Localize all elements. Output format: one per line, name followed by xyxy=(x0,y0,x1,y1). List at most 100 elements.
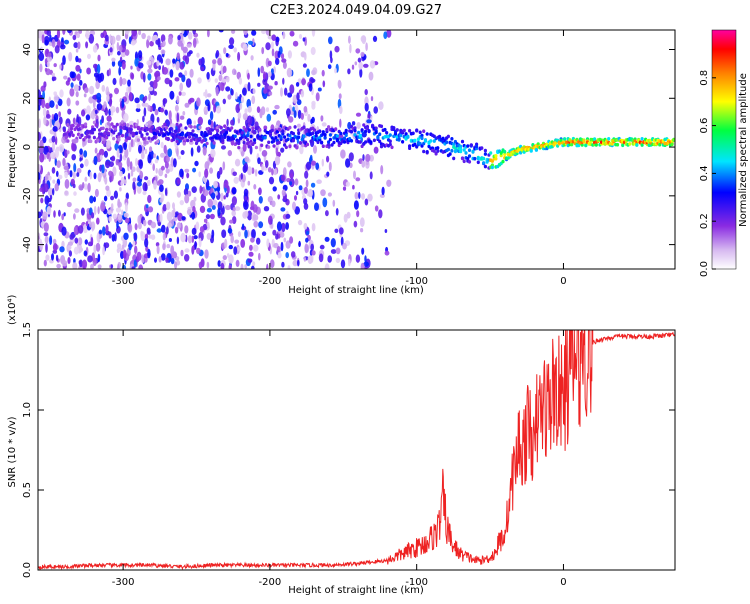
colorbar-tick-label: 0.8 xyxy=(699,70,710,86)
spectrogram-noise-cell xyxy=(164,77,171,85)
spectrogram-noise-cell xyxy=(224,238,228,249)
spectrogram-noise-cell xyxy=(75,48,79,53)
spectrogram-noise-cell xyxy=(81,109,86,117)
spectrogram-noise-cell xyxy=(82,182,85,189)
spectrogram-noise-cell xyxy=(86,67,91,75)
spectrogram-ridge-cell xyxy=(165,126,169,130)
spectrogram-noise-cell xyxy=(79,163,84,169)
spectrogram-ridge-cell xyxy=(180,132,184,137)
spectrogram-noise-cell xyxy=(39,152,45,163)
spectrogram-noise-cell xyxy=(352,184,355,190)
spectrogram-noise-cell xyxy=(302,63,307,68)
spectrogram-ridge-cell xyxy=(327,142,331,147)
spectrogram-ridge-cell xyxy=(288,133,292,138)
spectrogram-ridge-cell xyxy=(91,130,95,135)
spectrogram-noise-cell xyxy=(227,94,232,100)
spectrogram-noise-cell xyxy=(67,241,73,247)
spectrogram-ridge-cell xyxy=(357,130,361,135)
spectrogram-noise-cell xyxy=(163,144,167,154)
spectrogram-noise-cell xyxy=(120,181,124,186)
spectrogram-noise-cell xyxy=(210,148,216,158)
spectrogram-ridge-cell xyxy=(483,148,487,153)
spectrogram-noise-cell xyxy=(276,246,281,254)
spectrogram-noise-cell xyxy=(78,30,82,34)
spectrogram-ridge-cell xyxy=(365,126,369,131)
spectrogram-ridge-cell xyxy=(378,139,382,144)
spectrogram-noise-cell xyxy=(378,209,383,219)
spectrogram-noise-cell xyxy=(220,192,224,202)
spectrogram-noise-cell xyxy=(176,148,179,157)
spectrogram-noise-cell xyxy=(41,98,46,109)
spectrogram-noise-cell xyxy=(108,170,113,177)
spectrogram-ridge-cell xyxy=(438,135,442,139)
spectrogram-ridge-cell xyxy=(607,137,611,141)
spectrogram-noise-cell xyxy=(54,148,59,158)
spectrogram-ridge-cell xyxy=(187,135,192,139)
spectrogram-ridge-cell xyxy=(469,143,473,147)
spectrogram-noise-cell xyxy=(181,91,186,97)
spectrogram-noise-cell xyxy=(275,233,279,240)
spectrogram-noise-cell xyxy=(72,171,76,179)
spectrogram-noise-cell xyxy=(54,157,57,166)
spectrogram-noise-cell xyxy=(124,92,129,97)
spectrogram-ridge-cell xyxy=(534,148,539,152)
spectrogram-noise-cell xyxy=(49,235,53,245)
spectrogram-noise-cell xyxy=(43,232,49,237)
spectrogram-ridge-cell xyxy=(305,142,310,147)
spectrogram-noise-cell xyxy=(370,96,374,102)
spectrogram-noise-cell xyxy=(84,176,88,182)
spectrogram-ridge-cell xyxy=(113,127,118,131)
spectrogram-noise-cell xyxy=(337,133,344,140)
spectrogram-ridge-cell xyxy=(408,128,412,133)
spectrogram-noise-cell xyxy=(261,231,267,236)
spectrogram-ridge-cell xyxy=(413,138,417,143)
spectrogram-noise-cell xyxy=(334,228,339,233)
spectrogram-noise-cell xyxy=(233,47,237,53)
spectrogram-noise-cell xyxy=(273,242,279,249)
spectrogram-noise-cell xyxy=(110,195,115,201)
spectrogram-noise-cell xyxy=(290,251,296,258)
spectrogram-noise-cell xyxy=(94,188,99,198)
spectrogram-ridge-cell xyxy=(300,137,304,142)
spectrogram-noise-cell xyxy=(51,72,55,77)
spectrogram-noise-cell xyxy=(219,167,223,175)
spectrogram-noise-cell xyxy=(101,115,104,124)
spectrogram-noise-cell xyxy=(84,87,89,94)
spectrogram-noise-cell xyxy=(244,196,248,201)
spectrogram-ridge-cell xyxy=(91,125,95,129)
spectrogram-ridge-cell xyxy=(325,127,329,132)
spectrogram-noise-cell xyxy=(214,78,218,83)
spectrogram-ridge-cell xyxy=(69,126,74,131)
spectrogram-ridge-cell xyxy=(446,147,450,152)
spectrogram-ridge-cell xyxy=(658,142,662,147)
spectrogram-noise-cell xyxy=(67,108,72,115)
spectrogram-noise-cell xyxy=(147,35,151,41)
spectrogram-ridge-cell xyxy=(459,144,463,149)
spectrogram-noise-cell xyxy=(247,115,253,125)
spectrogram-ridge-cell xyxy=(344,133,348,137)
spectrogram-noise-cell xyxy=(168,110,172,121)
spectrogram-noise-cell xyxy=(378,101,384,110)
spectrogram-noise-cell xyxy=(251,30,257,36)
spectrogram-noise-cell xyxy=(334,45,340,53)
spectrogram-ridge-cell xyxy=(145,127,149,132)
spectrogram-noise-cell xyxy=(42,107,47,117)
spectrogram-noise-cell xyxy=(38,211,42,219)
spectrogram-noise-cell xyxy=(137,62,144,69)
spectrogram-ridge-cell xyxy=(422,129,426,133)
spectrogram-ridge-cell xyxy=(156,139,160,144)
spectrogram-noise-cell xyxy=(119,153,123,162)
spectrogram-noise-cell xyxy=(384,229,388,233)
spectrogram-noise-cell xyxy=(311,30,316,37)
spectrogram-noise-cell xyxy=(43,81,47,88)
spectrogram-noise-cell xyxy=(147,86,154,92)
spectrogram-noise-cell xyxy=(83,93,87,98)
spectrogram-ridge-cell xyxy=(483,164,487,169)
spectrogram-ridge-cell xyxy=(251,126,255,130)
spectrogram-noise-cell xyxy=(69,234,75,240)
spectrogram-ridge-cell xyxy=(288,125,292,130)
spectrogram-noise-cell xyxy=(335,247,341,255)
spectrogram-noise-cell xyxy=(265,30,271,36)
spectrogram-ridge-cell xyxy=(117,132,121,136)
